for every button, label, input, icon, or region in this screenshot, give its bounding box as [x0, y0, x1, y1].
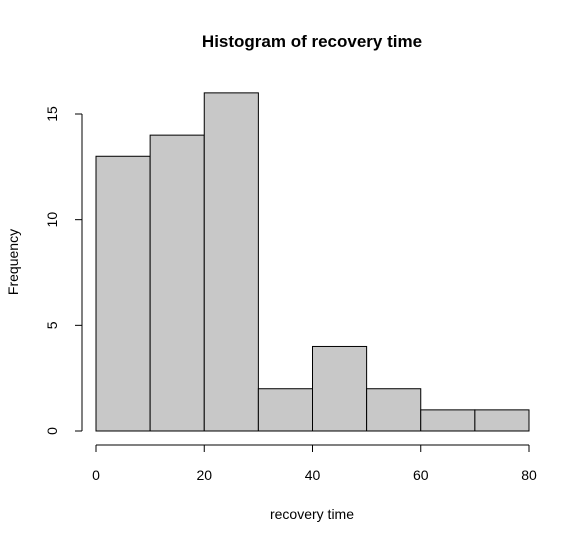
y-tick-label: 5 [44, 321, 60, 329]
histogram-bar [95, 155, 151, 432]
x-tick-label: 40 [305, 467, 321, 483]
x-tick-label: 0 [92, 467, 100, 483]
y-tick-label: 15 [44, 106, 60, 122]
histogram-bar [312, 345, 368, 432]
bars-group [95, 92, 530, 432]
x-axis-label: recovery time [270, 506, 354, 522]
histogram-bar [474, 409, 530, 432]
histogram-bar [203, 92, 259, 432]
chart-title: Histogram of recovery time [202, 32, 422, 51]
y-axis-label: Frequency [5, 229, 21, 295]
x-tick-label: 20 [196, 467, 212, 483]
x-tick-label: 80 [521, 467, 537, 483]
y-tick-label: 0 [44, 427, 60, 435]
y-tick-label: 10 [44, 212, 60, 228]
histogram-bar [420, 409, 476, 432]
histogram-bar [149, 134, 205, 432]
histogram-bar [366, 388, 422, 432]
x-tick-label: 60 [413, 467, 429, 483]
y-axis: 0 5 10 15 [44, 106, 83, 435]
histogram-bar [257, 388, 313, 432]
x-axis: 0 20 40 60 80 [92, 444, 537, 483]
